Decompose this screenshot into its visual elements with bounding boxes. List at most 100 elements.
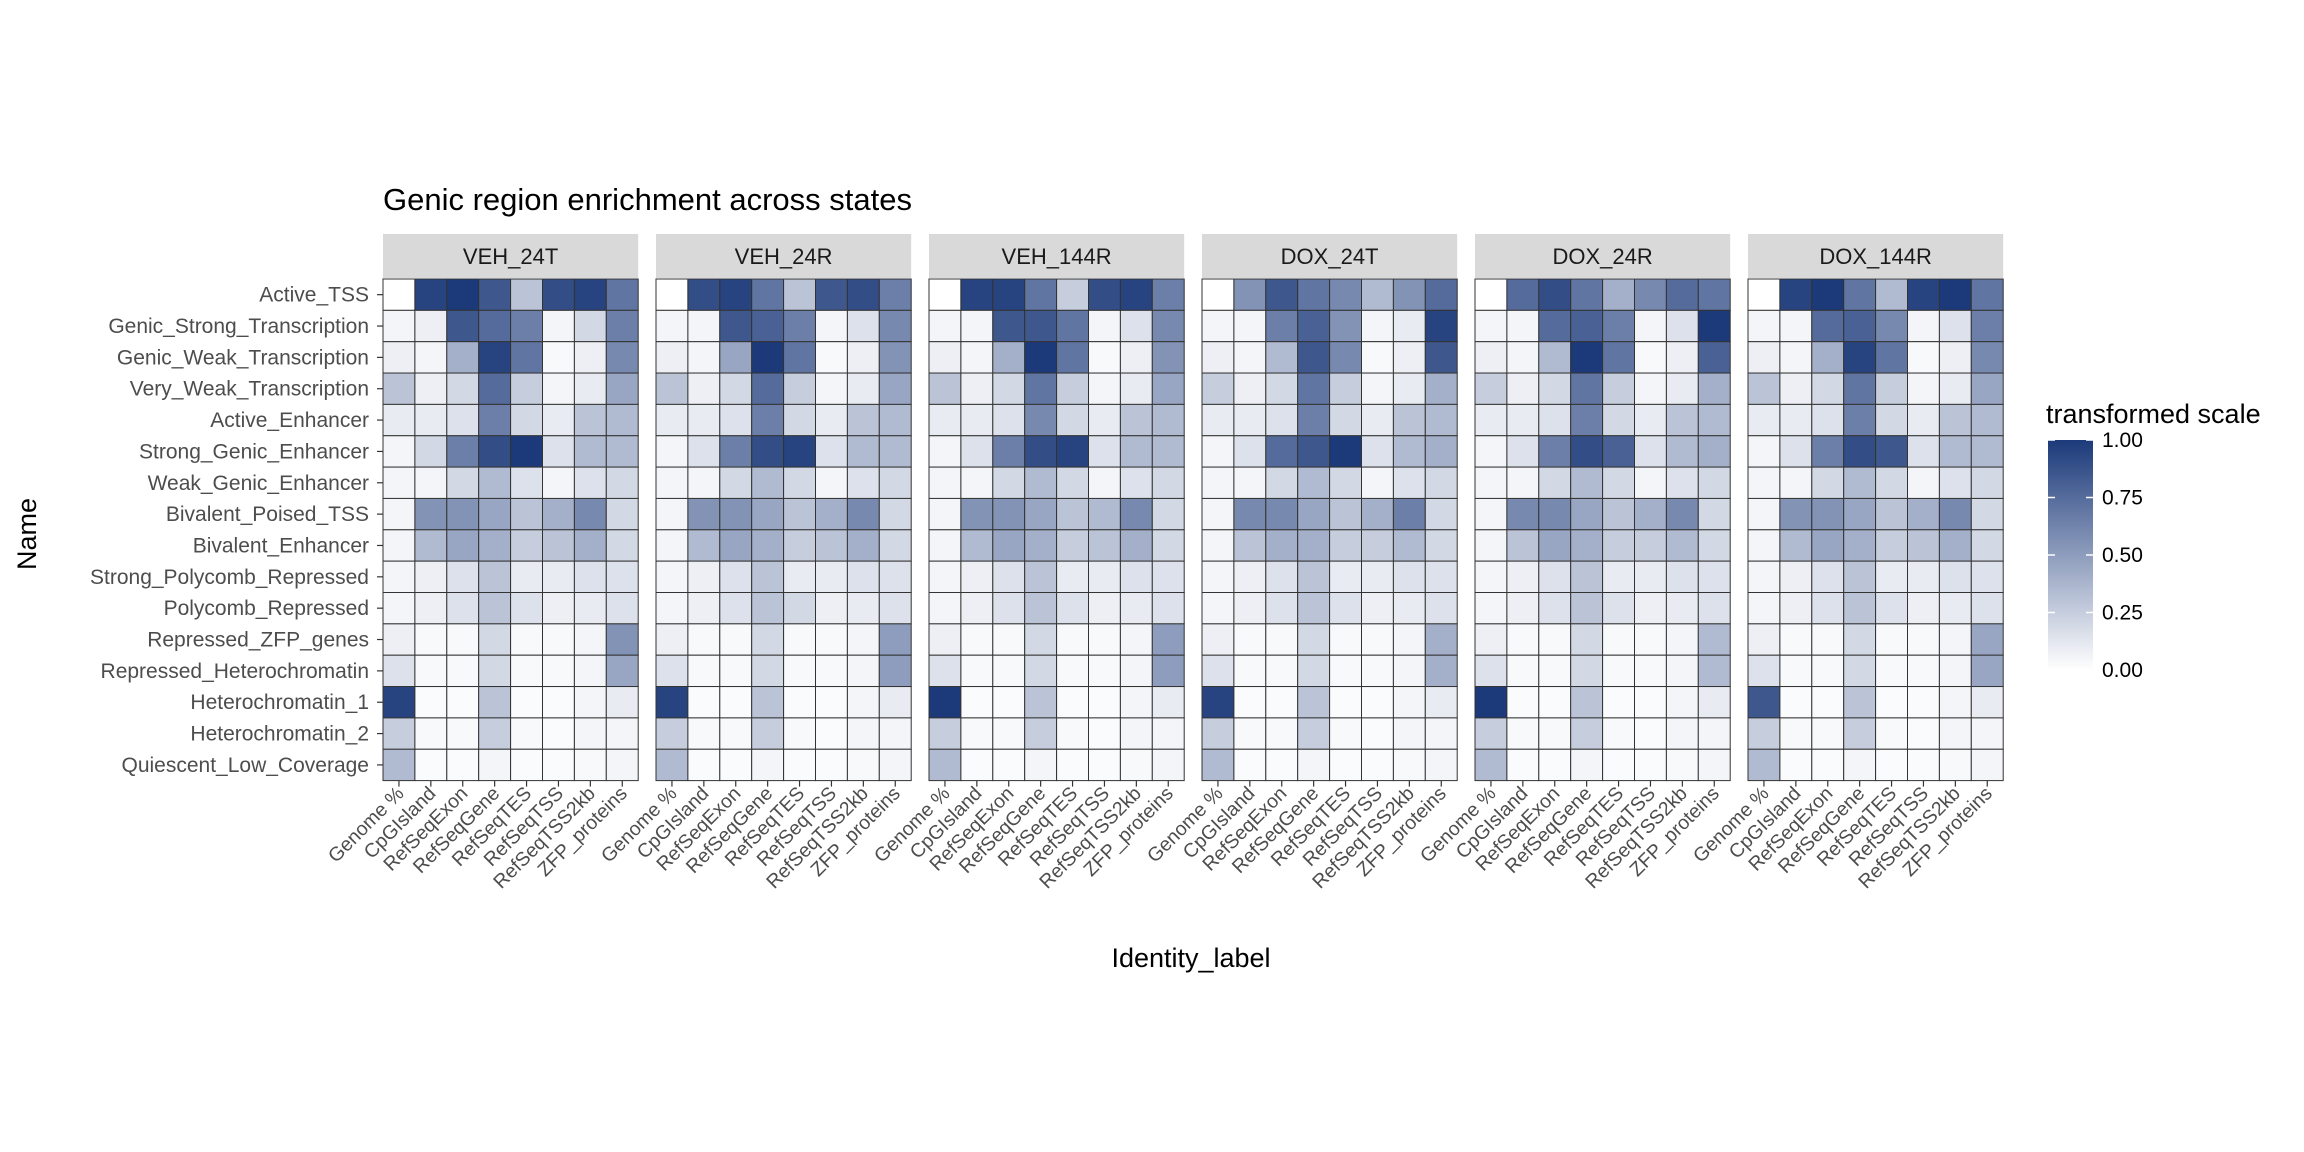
- heatmap-cell: [1233, 654, 1267, 688]
- heatmap-cell: [478, 748, 512, 782]
- heatmap-cell: [1233, 560, 1267, 594]
- heatmap-cell: [414, 341, 448, 374]
- heatmap-cell: [1665, 309, 1699, 343]
- heatmap-cell: [1570, 403, 1604, 437]
- heatmap-cell: [1697, 560, 1731, 594]
- heatmap-cell: [846, 466, 880, 499]
- y-axis-tick-labels: Active_TSS Genic_Strong_Transcription Geni…: [90, 284, 383, 777]
- heatmap-cell: [542, 309, 575, 343]
- heatmap-cell: [446, 372, 480, 405]
- heatmap-cell: [1056, 435, 1089, 468]
- heatmap-cell: [1665, 592, 1699, 625]
- heatmap-cell: [573, 592, 607, 625]
- y-tick-label: Heterochromatin_2: [190, 723, 369, 746]
- heatmap-cell: [382, 717, 416, 750]
- heatmap-cell: [510, 560, 544, 594]
- heatmap-cell: [1056, 748, 1089, 782]
- heatmap-cell: [1907, 372, 1940, 405]
- heatmap-cell: [687, 654, 721, 688]
- heatmap-cell: [960, 341, 994, 374]
- heatmap-cell: [1697, 278, 1731, 311]
- heatmap-cell: [1875, 497, 1908, 531]
- heatmap-cell: [478, 686, 512, 719]
- heatmap-cell: [1056, 686, 1089, 719]
- legend-tick-label: 0.00: [2102, 659, 2143, 682]
- heatmap-cell: [510, 497, 544, 531]
- heatmap-cell: [655, 372, 689, 405]
- heatmap-cell: [573, 435, 607, 468]
- heatmap-cell: [1570, 560, 1604, 594]
- heatmap-cell: [542, 278, 575, 311]
- heatmap-cell: [1151, 278, 1185, 311]
- heatmap-cell: [1329, 466, 1362, 499]
- heatmap-cell: [1634, 497, 1667, 531]
- heatmap-cell: [1233, 309, 1267, 343]
- heatmap-cell: [414, 623, 448, 656]
- heatmap-cell: [382, 309, 416, 343]
- heatmap-cell: [605, 341, 639, 374]
- heatmap-cell: [1329, 403, 1362, 437]
- heatmap-cell: [1538, 403, 1572, 437]
- heatmap-cell: [687, 717, 721, 750]
- heatmap-cell: [1747, 529, 1781, 562]
- heatmap-cell: [1088, 717, 1121, 750]
- heatmap-cell: [846, 654, 880, 688]
- heatmap-cell: [1088, 466, 1121, 499]
- heatmap-cell: [655, 654, 689, 688]
- heatmap-cell: [1119, 592, 1153, 625]
- heatmap-cell: [1634, 529, 1667, 562]
- heatmap-cell: [382, 592, 416, 625]
- facet-strip: [383, 234, 639, 278]
- heatmap-cell: [1024, 654, 1058, 688]
- heatmap-cell: [1424, 717, 1458, 750]
- heatmap-cell: [960, 686, 994, 719]
- heatmap-cell: [992, 623, 1026, 656]
- heatmap-cell: [1392, 717, 1426, 750]
- heatmap-cell: [1024, 623, 1058, 656]
- legend-tick-label: 0.25: [2102, 602, 2143, 625]
- heatmap-cell: [542, 748, 575, 782]
- heatmap-cell: [1151, 560, 1185, 594]
- heatmap-cell: [878, 403, 912, 437]
- heatmap-cell: [960, 623, 994, 656]
- facet-strip-label: VEH_24R: [735, 244, 833, 269]
- heatmap-cell: [446, 529, 480, 562]
- heatmap-cell: [1570, 748, 1604, 782]
- heatmap-cell: [1024, 686, 1058, 719]
- heatmap-cell: [928, 278, 962, 311]
- heatmap-cell: [1392, 403, 1426, 437]
- heatmap-cell: [1697, 466, 1731, 499]
- heatmap-cell: [1329, 309, 1362, 343]
- heatmap-cell: [1329, 372, 1362, 405]
- heatmap-cell: [382, 372, 416, 405]
- heatmap-cell: [687, 278, 721, 311]
- heatmap-cell: [960, 560, 994, 594]
- heatmap-cell: [1024, 529, 1058, 562]
- heatmap-cell: [1970, 403, 2004, 437]
- heatmap-cell: [1602, 309, 1635, 343]
- heatmap-cell: [510, 372, 544, 405]
- heatmap-cell: [1297, 717, 1331, 750]
- heatmap-cell: [1779, 529, 1813, 562]
- heatmap-cell: [1297, 592, 1331, 625]
- legend-tick-label: 0.50: [2102, 544, 2143, 567]
- heatmap-cell: [1329, 435, 1362, 468]
- heatmap-cell: [1424, 341, 1458, 374]
- heatmap-cell: [1392, 497, 1426, 531]
- heatmap-cell: [1329, 748, 1362, 782]
- heatmap-cell: [1056, 466, 1089, 499]
- heatmap-cell: [878, 278, 912, 311]
- heatmap-cell: [687, 497, 721, 531]
- heatmap-cell: [1697, 623, 1731, 656]
- heatmap-cell: [1602, 592, 1635, 625]
- heatmap-cell: [1747, 466, 1781, 499]
- heatmap-cell: [605, 497, 639, 531]
- color-legend: transformed scale 0.00 0.25 0.50 0.75 1.00: [2046, 399, 2261, 682]
- heatmap-cell: [1843, 403, 1877, 437]
- heatmap-cell: [1361, 748, 1394, 782]
- heatmap-cell: [1119, 341, 1153, 374]
- heatmap-cell: [1938, 686, 1972, 719]
- heatmap-cell: [1665, 497, 1699, 531]
